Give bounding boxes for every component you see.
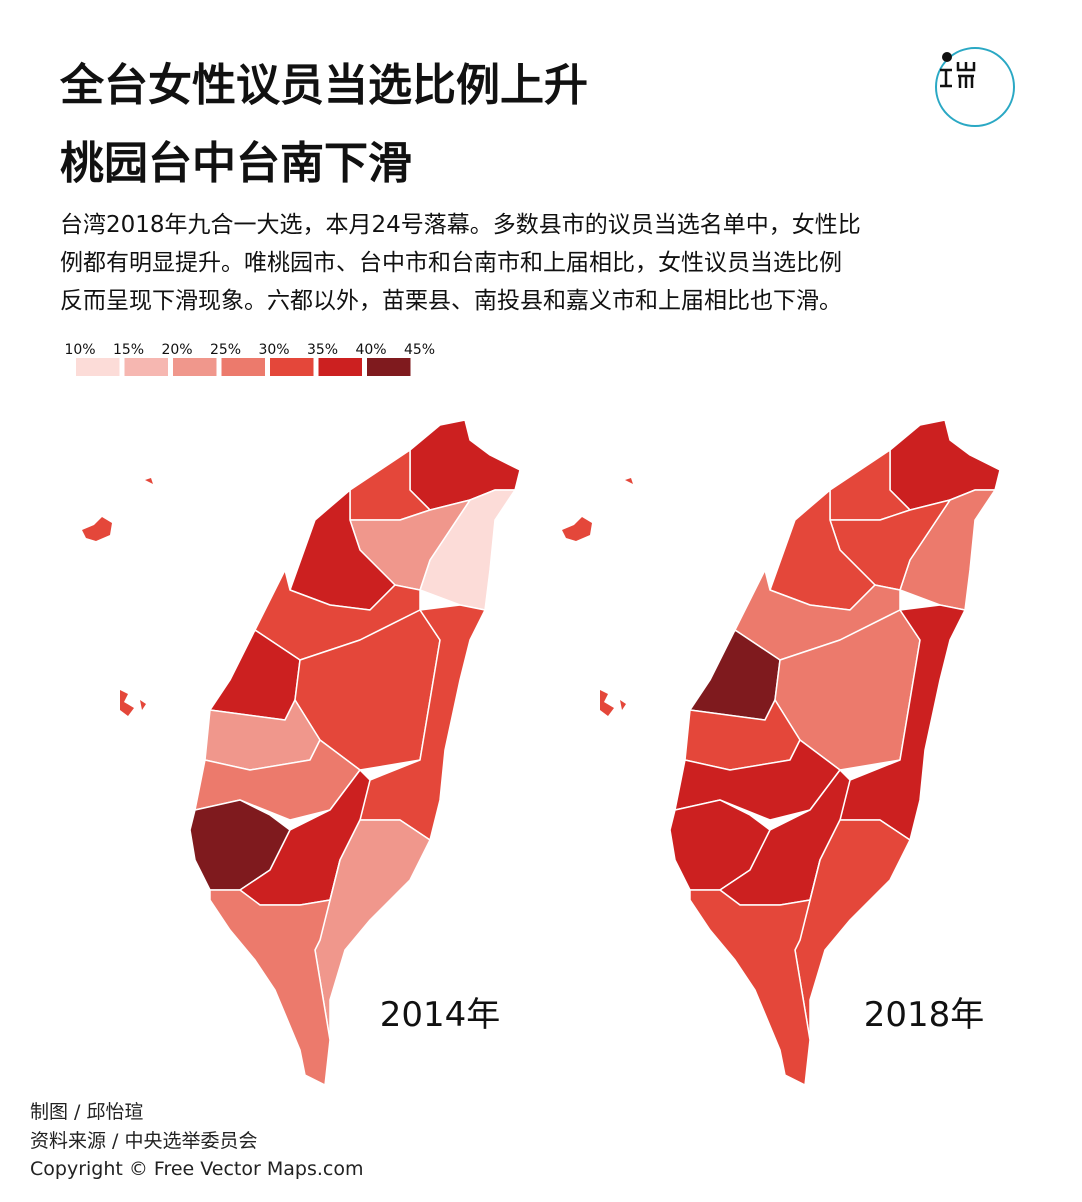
intro: 反而呈现下滑现象。六都以外，苗栗县、南投县和嘉义市和上届相比也下滑。 bbox=[60, 288, 842, 314]
legend-swatch bbox=[318, 358, 362, 376]
logo bbox=[935, 47, 1015, 127]
legend-label: 45% bbox=[404, 342, 435, 358]
legend-label: 25% bbox=[210, 342, 241, 358]
title: 桃园台中台南下滑 bbox=[60, 138, 412, 189]
map-2018 bbox=[562, 419, 1001, 1086]
legend-swatch bbox=[124, 358, 168, 376]
legend-label: 20% bbox=[161, 342, 192, 358]
title: 全台女性议员当选比例上升 bbox=[59, 60, 588, 111]
island bbox=[562, 478, 633, 716]
legend-swatch bbox=[367, 358, 411, 376]
legend-label: 30% bbox=[258, 342, 289, 358]
legend-label: 15% bbox=[113, 342, 144, 358]
map-label: 2014年 bbox=[380, 995, 501, 1035]
legend-swatch bbox=[221, 358, 265, 376]
intro: 例都有明显提升。唯桃园市、台中市和台南市和上届相比，女性议员当选比例 bbox=[60, 250, 842, 276]
legend-label: 10% bbox=[64, 342, 95, 358]
map-label: 2018年 bbox=[864, 995, 985, 1035]
credit: 资料来源 / 中央选举委员会 bbox=[30, 1130, 257, 1152]
legend-label: 40% bbox=[355, 342, 386, 358]
credit: Copyright © Free Vector Maps.com bbox=[30, 1158, 363, 1180]
legend-swatch bbox=[76, 358, 120, 376]
intro: 台湾2018年九合一大选，本月24号落幕。多数县市的议员当选名单中，女性比 bbox=[60, 212, 861, 238]
map-2014 bbox=[82, 419, 521, 1086]
legend-label: 35% bbox=[307, 342, 338, 358]
island bbox=[82, 478, 153, 716]
legend: 10% 15% 20% 25% 30% 35% 40% 45% bbox=[64, 342, 435, 376]
credit: 制图 / 邱怡瑄 bbox=[30, 1101, 143, 1123]
legend-swatch bbox=[270, 358, 314, 376]
legend-swatch bbox=[173, 358, 217, 376]
